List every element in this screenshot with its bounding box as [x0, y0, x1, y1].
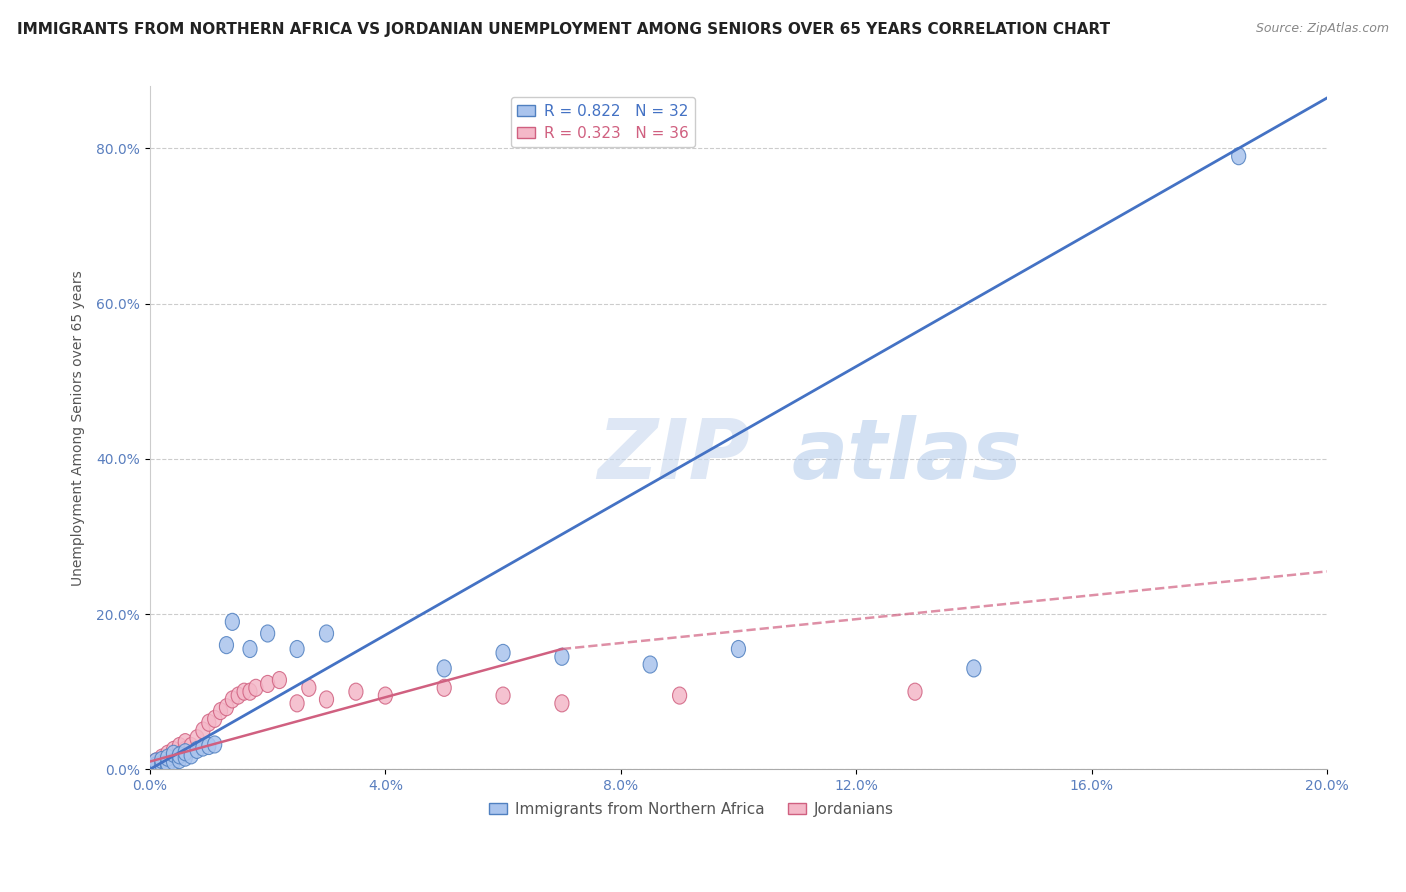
- Ellipse shape: [208, 710, 222, 727]
- Ellipse shape: [672, 687, 686, 704]
- Legend: Immigrants from Northern Africa, Jordanians: Immigrants from Northern Africa, Jordani…: [484, 796, 900, 823]
- Ellipse shape: [173, 747, 187, 764]
- Ellipse shape: [967, 660, 981, 677]
- Ellipse shape: [908, 683, 922, 700]
- Ellipse shape: [160, 755, 174, 772]
- Ellipse shape: [173, 738, 187, 755]
- Ellipse shape: [219, 637, 233, 654]
- Ellipse shape: [243, 640, 257, 657]
- Y-axis label: Unemployment Among Seniors over 65 years: Unemployment Among Seniors over 65 years: [72, 270, 86, 586]
- Ellipse shape: [437, 680, 451, 697]
- Ellipse shape: [290, 695, 304, 712]
- Ellipse shape: [643, 656, 657, 673]
- Ellipse shape: [149, 753, 163, 770]
- Ellipse shape: [179, 744, 193, 761]
- Ellipse shape: [249, 680, 263, 697]
- Ellipse shape: [290, 640, 304, 657]
- Ellipse shape: [349, 683, 363, 700]
- Ellipse shape: [496, 644, 510, 662]
- Text: ZIP: ZIP: [598, 415, 749, 496]
- Ellipse shape: [190, 730, 204, 747]
- Ellipse shape: [166, 745, 180, 763]
- Ellipse shape: [201, 714, 217, 731]
- Ellipse shape: [160, 757, 174, 774]
- Ellipse shape: [155, 751, 169, 769]
- Ellipse shape: [319, 691, 333, 708]
- Ellipse shape: [243, 683, 257, 700]
- Ellipse shape: [160, 753, 174, 770]
- Ellipse shape: [260, 675, 274, 692]
- Ellipse shape: [1232, 148, 1246, 165]
- Ellipse shape: [378, 687, 392, 704]
- Ellipse shape: [195, 722, 209, 739]
- Ellipse shape: [166, 749, 180, 766]
- Ellipse shape: [155, 755, 169, 772]
- Ellipse shape: [208, 736, 222, 753]
- Ellipse shape: [184, 747, 198, 764]
- Ellipse shape: [238, 683, 252, 700]
- Ellipse shape: [555, 648, 569, 665]
- Ellipse shape: [219, 698, 233, 715]
- Ellipse shape: [149, 753, 163, 770]
- Ellipse shape: [319, 625, 333, 642]
- Ellipse shape: [179, 741, 193, 758]
- Ellipse shape: [214, 703, 228, 720]
- Ellipse shape: [555, 695, 569, 712]
- Ellipse shape: [149, 757, 163, 774]
- Ellipse shape: [155, 749, 169, 766]
- Ellipse shape: [160, 745, 174, 763]
- Ellipse shape: [231, 687, 245, 704]
- Ellipse shape: [437, 660, 451, 677]
- Ellipse shape: [166, 753, 180, 770]
- Text: atlas: atlas: [792, 415, 1022, 496]
- Ellipse shape: [190, 741, 204, 758]
- Text: IMMIGRANTS FROM NORTHERN AFRICA VS JORDANIAN UNEMPLOYMENT AMONG SENIORS OVER 65 : IMMIGRANTS FROM NORTHERN AFRICA VS JORDA…: [17, 22, 1109, 37]
- Ellipse shape: [302, 680, 316, 697]
- Ellipse shape: [179, 733, 193, 751]
- Ellipse shape: [201, 738, 217, 755]
- Text: Source: ZipAtlas.com: Source: ZipAtlas.com: [1256, 22, 1389, 36]
- Ellipse shape: [225, 691, 239, 708]
- Ellipse shape: [260, 625, 274, 642]
- Ellipse shape: [731, 640, 745, 657]
- Ellipse shape: [195, 739, 209, 756]
- Ellipse shape: [273, 672, 287, 689]
- Ellipse shape: [173, 751, 187, 769]
- Ellipse shape: [225, 614, 239, 631]
- Ellipse shape: [155, 756, 169, 772]
- Ellipse shape: [149, 757, 163, 774]
- Ellipse shape: [160, 749, 174, 766]
- Ellipse shape: [179, 749, 193, 766]
- Ellipse shape: [496, 687, 510, 704]
- Ellipse shape: [184, 738, 198, 755]
- Ellipse shape: [166, 741, 180, 758]
- Ellipse shape: [173, 745, 187, 763]
